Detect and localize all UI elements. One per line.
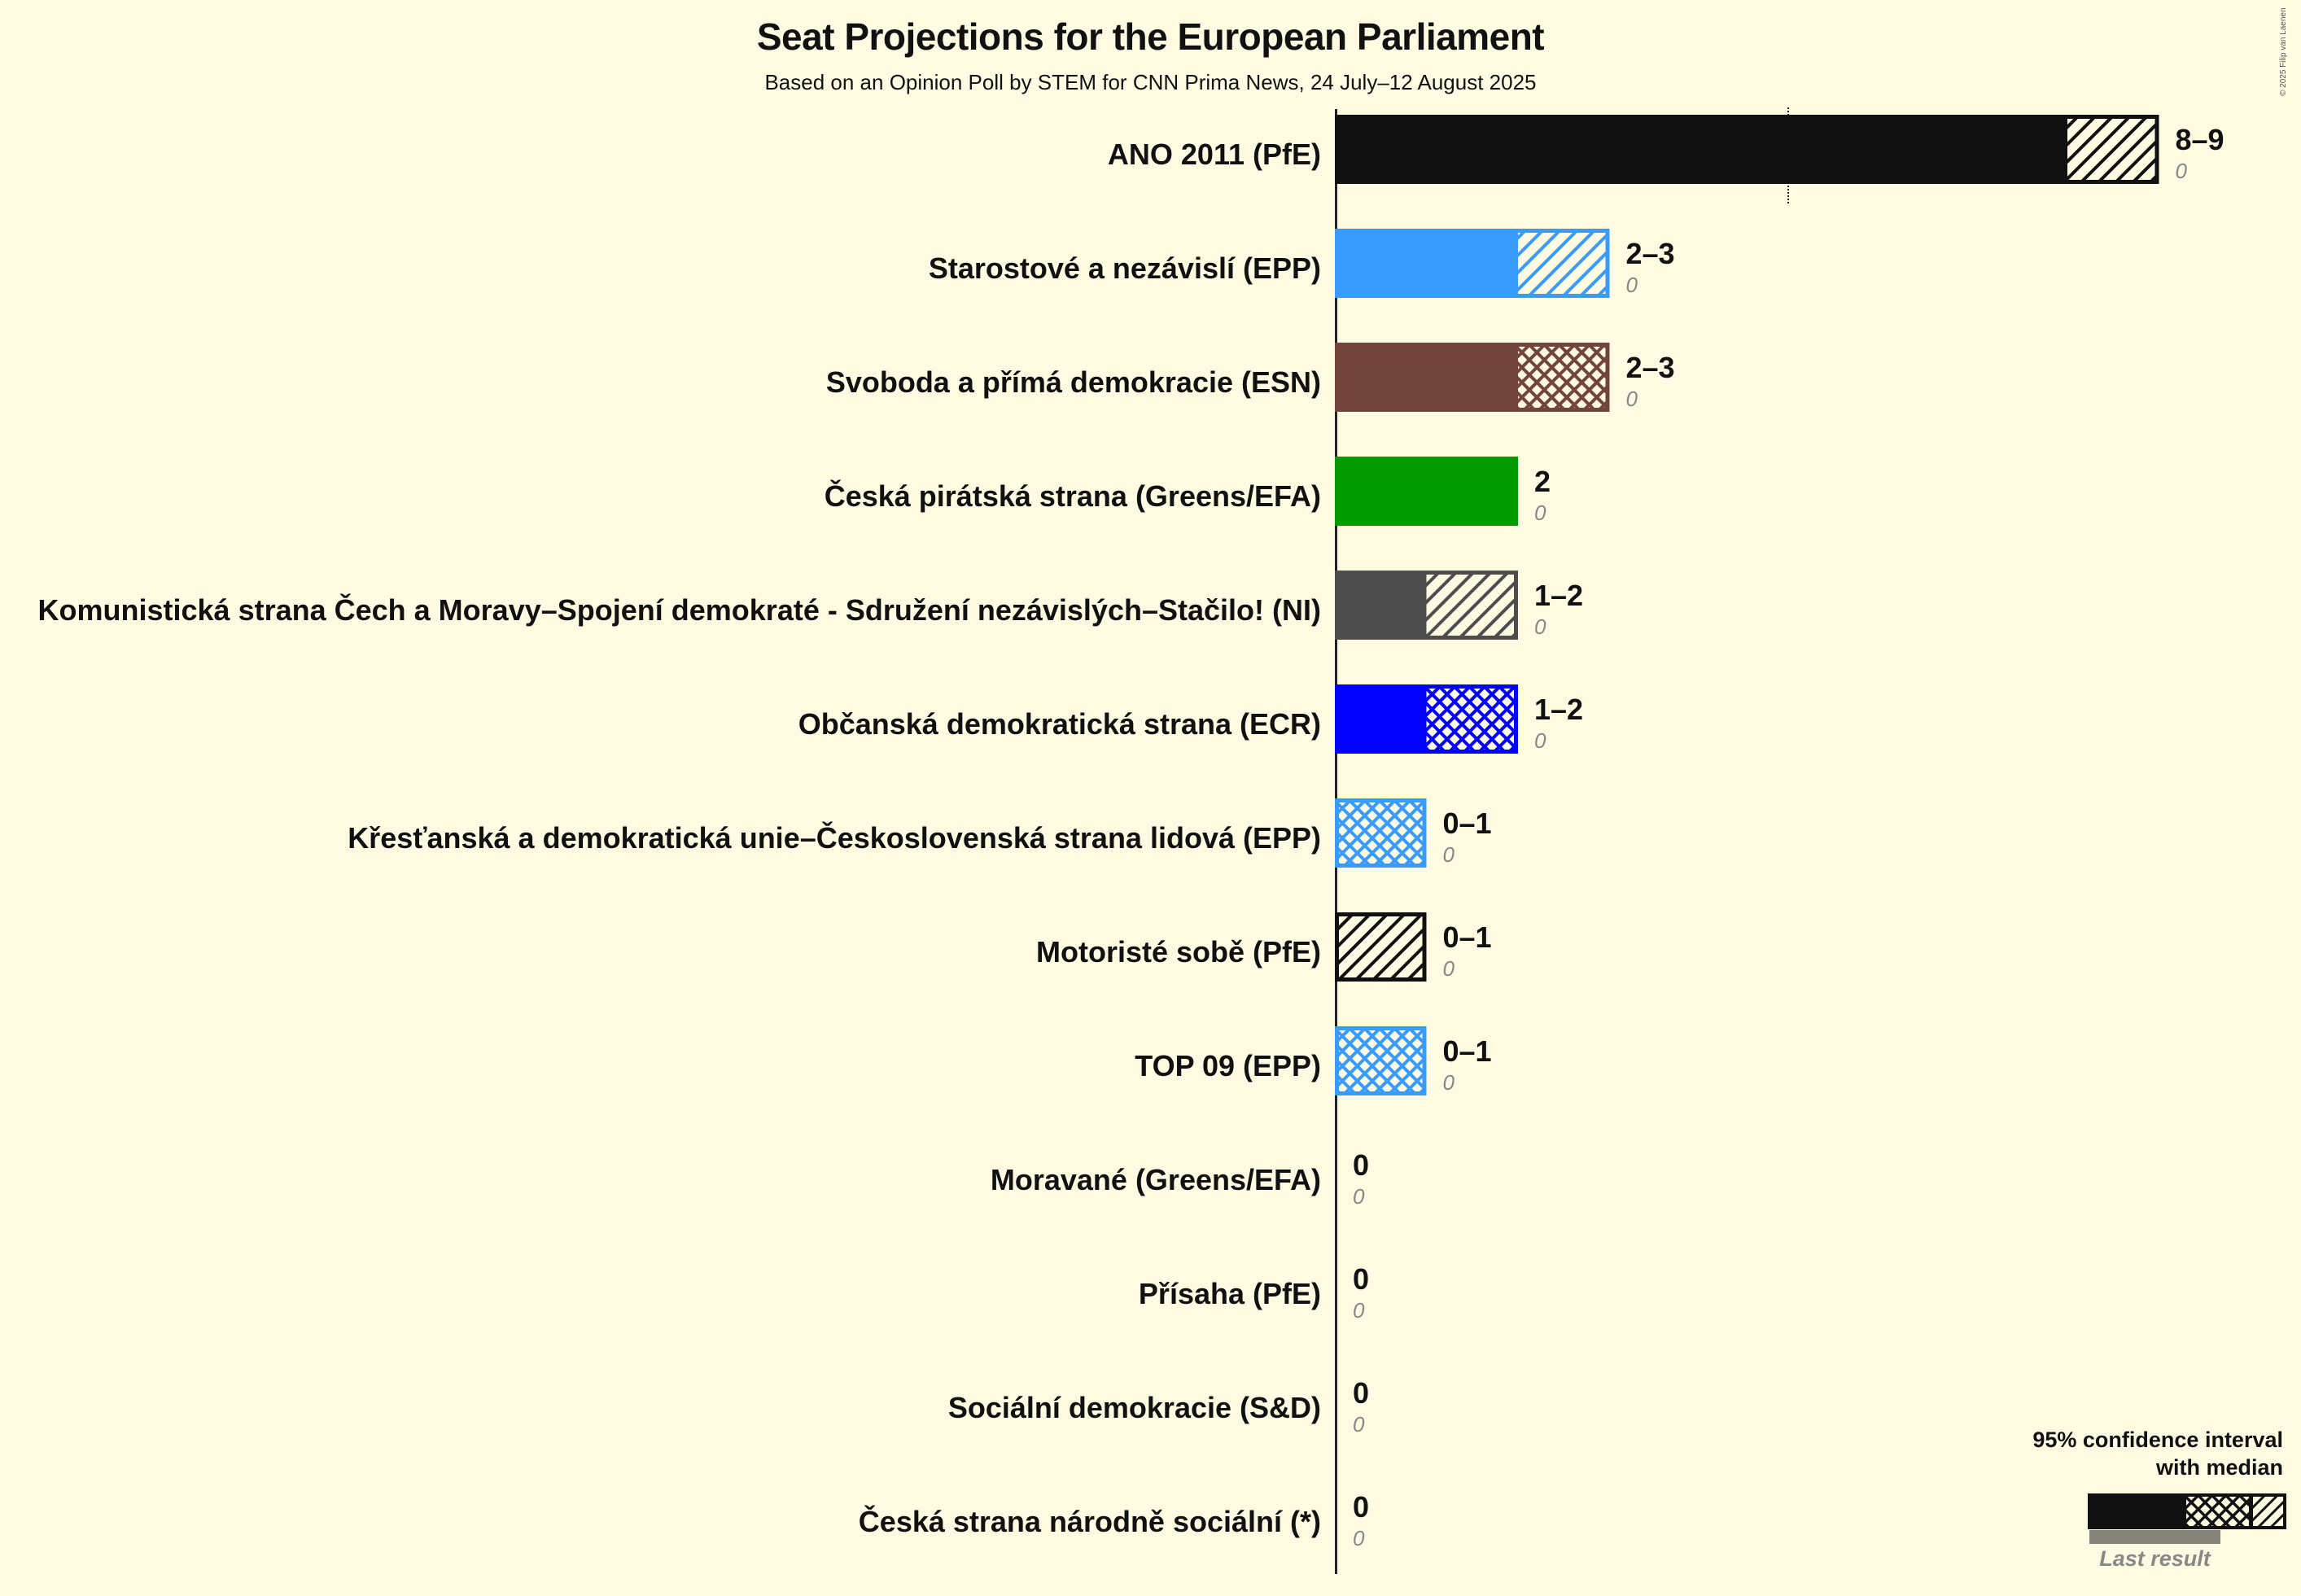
seat-bar <box>1335 229 1610 298</box>
seat-range-label: 2 <box>1534 465 1551 498</box>
seat-bar <box>1335 115 2159 184</box>
last-result-label: 0 <box>1534 501 1546 525</box>
seat-bar <box>1335 684 1518 754</box>
bar-row: Česká strana národně sociální (*) 0 0 <box>0 1482 2301 1596</box>
legend-title: 95% confidence interval with median <box>2032 1426 2283 1481</box>
legend-ci-bar <box>2088 1493 2286 1529</box>
seat-range-label: 2–3 <box>1625 351 1675 384</box>
bar-row: Sociální demokracie (S&D) 0 0 <box>0 1368 2301 1482</box>
party-label: Motoristé sobě (PfE) <box>1035 935 1321 969</box>
party-label: Česká strana národně sociální (*) <box>858 1505 1321 1538</box>
bar-row: Křesťanská a demokratická unie–Českoslov… <box>0 798 2301 912</box>
seat-range-label: 0 <box>1353 1148 1370 1182</box>
seat-bar <box>1335 571 1518 640</box>
party-label: Občanská demokratická strana (ECR) <box>798 707 1321 741</box>
legend-last-result-label: Last result <box>2099 1546 2211 1571</box>
seat-bar <box>1335 343 1610 412</box>
last-result-label: 0 <box>1534 728 1546 753</box>
legend-title-line1: 95% confidence interval <box>2032 1428 2283 1452</box>
bar-row: Svoboda a přímá demokracie (ESN) 2–3 0 <box>0 343 2301 457</box>
last-result-label: 0 <box>1353 1412 1365 1436</box>
party-label: ANO 2011 (PfE) <box>1107 138 1321 171</box>
chart-title: Seat Projections for the European Parlia… <box>756 15 1545 58</box>
party-label: TOP 09 (EPP) <box>1135 1049 1321 1082</box>
legend-title-line2: with median <box>2155 1455 2283 1480</box>
seat-range-label: 1–2 <box>1534 579 1584 612</box>
party-label: Česká pirátská strana (Greens/EFA) <box>824 479 1321 513</box>
bar-row: Starostové a nezávislí (EPP) 2–3 0 <box>0 229 2301 343</box>
bar-row: ANO 2011 (PfE) 8–9 0 <box>0 115 2301 229</box>
seat-range-label: 1–2 <box>1534 693 1584 726</box>
seat-range-label: 2–3 <box>1625 237 1675 270</box>
last-result-label: 0 <box>1353 1526 1365 1550</box>
seat-range-label: 0–1 <box>1442 807 1492 840</box>
party-label: Moravané (Greens/EFA) <box>990 1163 1321 1196</box>
bar-row: Česká pirátská strana (Greens/EFA) 2 0 <box>0 457 2301 571</box>
party-label: Přísaha (PfE) <box>1138 1277 1321 1310</box>
last-result-label: 0 <box>1353 1184 1365 1209</box>
seat-bar <box>1335 457 1518 526</box>
party-label: Sociální demokracie (S&D) <box>947 1391 1321 1424</box>
party-label: Starostové a nezávislí (EPP) <box>928 251 1321 285</box>
seat-range-label: 0–1 <box>1442 920 1492 954</box>
last-result-label: 0 <box>1625 387 1638 411</box>
bar-row: Přísaha (PfE) 0 0 <box>0 1254 2301 1368</box>
last-result-label: 0 <box>2175 159 2187 183</box>
bar-row: Motoristé sobě (PfE) 0–1 0 <box>0 912 2301 1026</box>
bar-row: Moravané (Greens/EFA) 0 0 <box>0 1140 2301 1254</box>
seat-range-label: 8–9 <box>2175 123 2224 156</box>
last-result-label: 0 <box>1442 1070 1455 1095</box>
last-result-label: 0 <box>1353 1298 1365 1323</box>
bar-row: TOP 09 (EPP) 0–1 0 <box>0 1026 2301 1140</box>
seat-range-label: 0–1 <box>1442 1034 1492 1068</box>
seat-bar <box>1335 1026 1427 1095</box>
chart-subtitle: Based on an Opinion Poll by STEM for CNN… <box>764 70 1537 94</box>
last-result-label: 0 <box>1442 842 1455 867</box>
last-result-label: 0 <box>1534 614 1546 639</box>
seat-range-label: 0 <box>1353 1490 1370 1524</box>
bar-row: Občanská demokratická strana (ECR) 1–2 0 <box>0 684 2301 798</box>
last-result-label: 0 <box>1625 273 1638 297</box>
seat-range-label: 0 <box>1353 1262 1370 1296</box>
seat-range-label: 0 <box>1353 1376 1370 1410</box>
bar-row: Komunistická strana Čech a Moravy–Spojen… <box>0 571 2301 684</box>
legend-last-result-bar <box>2089 1530 2220 1544</box>
seat-bar <box>1335 912 1427 982</box>
party-label: Komunistická strana Čech a Moravy–Spojen… <box>37 593 1321 627</box>
copyright-notice: © 2025 Filip van Laenen <box>2279 7 2288 96</box>
party-label: Svoboda a přímá demokracie (ESN) <box>825 365 1321 399</box>
seat-bar <box>1335 798 1427 868</box>
party-label: Křesťanská a demokratická unie–Českoslov… <box>348 821 1321 855</box>
last-result-label: 0 <box>1442 956 1455 981</box>
